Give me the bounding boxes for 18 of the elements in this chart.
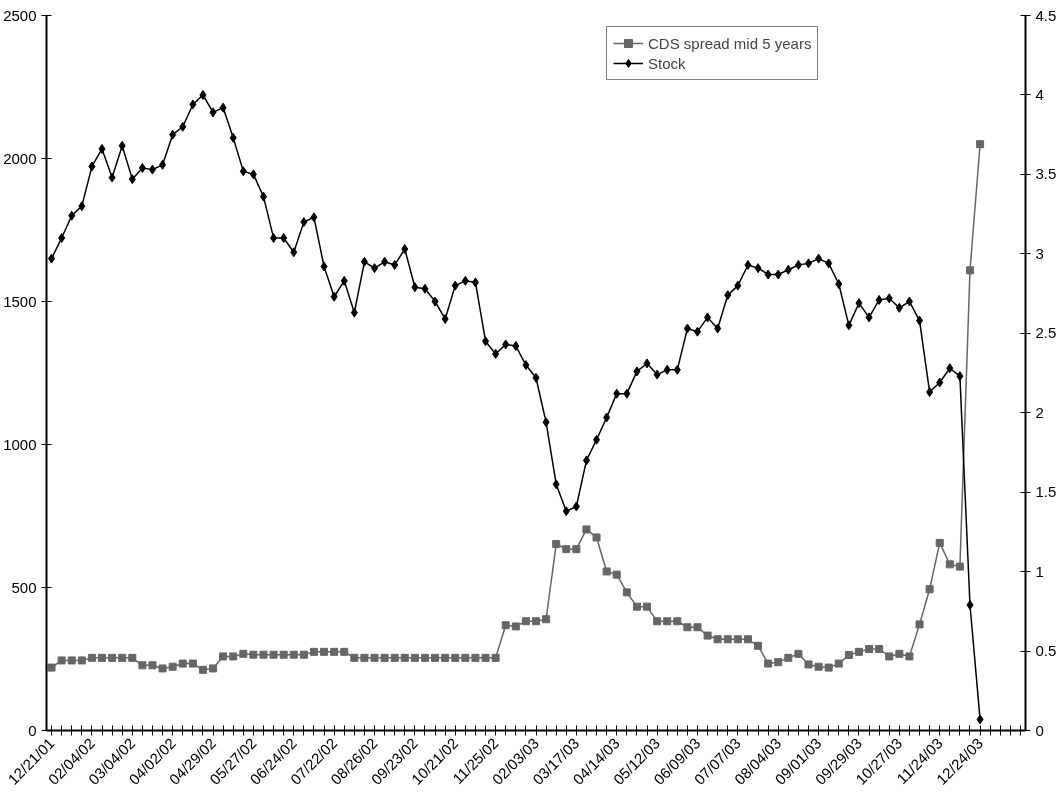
y2-tick-label: 3.5 xyxy=(1035,165,1057,183)
y2-tick-label: 3 xyxy=(1035,244,1044,262)
y-tick-label: 0 xyxy=(28,721,37,739)
y2-tick-label: 4 xyxy=(1035,85,1044,103)
y-tick-label: 1000 xyxy=(3,435,37,453)
legend-label: CDS spread mid 5 years xyxy=(648,34,812,52)
legend-label: Stock xyxy=(648,54,686,72)
y2-tick-label: 1 xyxy=(1035,562,1044,580)
y2-tick-label: 0.5 xyxy=(1035,642,1057,660)
y2-tick-label: 4.5 xyxy=(1035,6,1057,24)
y2-tick-label: 2 xyxy=(1035,403,1044,421)
y-tick-label: 500 xyxy=(11,578,37,596)
y-tick-label: 2000 xyxy=(3,149,37,167)
y2-tick-label: 0 xyxy=(1035,721,1044,739)
y2-tick-label: 2.5 xyxy=(1035,324,1057,342)
y2-tick-label: 1.5 xyxy=(1035,483,1057,501)
y-tick-label: 1500 xyxy=(3,292,37,310)
y-tick-label: 2500 xyxy=(3,6,37,24)
